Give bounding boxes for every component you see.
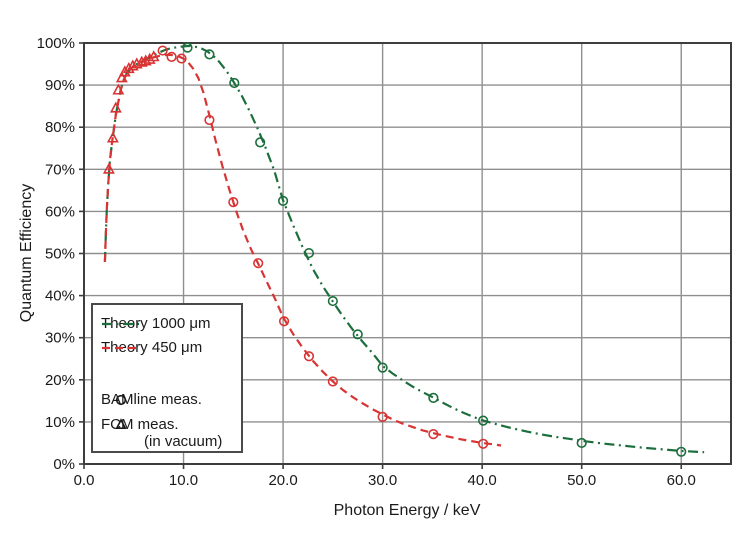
y-tick-label: 90% — [45, 77, 75, 94]
bamline-meas-1000-um-marker — [229, 77, 240, 89]
bamline-meas-1000-um-marker — [303, 247, 315, 259]
bamline-meas-450-um-marker — [478, 438, 489, 449]
x-tick-label: 20.0 — [268, 472, 297, 489]
fcm-meas-450-um-marker — [106, 131, 119, 143]
y-axis-title: Quantum Efficiency — [18, 183, 35, 323]
x-tick-label: 50.0 — [567, 472, 596, 489]
legend-circle-sample — [115, 394, 127, 406]
legend-line-sample — [102, 346, 139, 350]
bamline-meas-1000-um-marker — [327, 295, 338, 307]
x-tick-label: 0.0 — [74, 472, 95, 489]
bamline-meas-1000-um-marker — [277, 195, 289, 206]
x-tick-label: 10.0 — [169, 472, 198, 489]
bamline-meas-450-um-marker — [166, 51, 177, 62]
bamline-meas-450-um-marker — [157, 45, 168, 56]
legend-item-4: FCM meas. — [101, 415, 179, 435]
bamline-meas-450-um-marker — [428, 429, 439, 440]
bamline-meas-450-um-marker — [278, 316, 290, 327]
bamline-meas-450-um-marker — [176, 53, 187, 64]
series-theory-450-um-line — [103, 53, 502, 447]
y-tick-label: 50% — [45, 246, 75, 263]
fcm-meas-450-um-marker — [126, 59, 139, 71]
legend-triangle-sample — [115, 418, 127, 429]
bamline-meas-450-um-marker — [303, 351, 315, 362]
y-tick-label: 10% — [45, 414, 75, 431]
bamline-meas-1000-um-marker — [255, 137, 266, 148]
bamline-meas-1000-um-marker — [377, 362, 388, 373]
fcm-meas-450-um-marker — [135, 55, 148, 67]
bamline-meas-1000-um-marker — [478, 415, 489, 426]
bamline-meas-450-um-marker — [377, 411, 388, 422]
x-tick-label: 60.0 — [667, 472, 696, 489]
bamline-meas-1000-um-marker — [428, 392, 439, 404]
fcm-meas-450-um-marker — [112, 83, 125, 95]
legend-box: Theory 1000 μm Theory 450 μm BAMline meas.… — [91, 303, 243, 453]
bamline-meas-1000-um-marker — [576, 437, 587, 449]
fcm-meas-450-um-marker — [115, 71, 128, 83]
y-tick-label: 70% — [45, 161, 75, 178]
fcm-meas-450-um-marker — [147, 50, 160, 62]
y-tick-label: 80% — [45, 119, 75, 136]
x-axis-title: Photon Energy / keV — [333, 502, 481, 519]
legend-item-1: Theory 1000 μm — [101, 314, 211, 334]
fcm-meas-450-um-marker — [118, 65, 131, 77]
series-theory-1000-um-line — [103, 44, 705, 454]
legend-label: Theory 450 μm — [101, 339, 203, 356]
legend-label: BAMline meas. — [101, 391, 202, 408]
bamline-meas-1000-um-marker — [352, 329, 363, 340]
legend-item-2: Theory 450 μm — [101, 338, 202, 358]
legend-label: Theory 1000 μm — [101, 315, 211, 332]
bamline-meas-450-um-marker — [228, 197, 239, 208]
fcm-meas-450-um-marker — [102, 162, 115, 174]
legend-label-line2: (in vacuum) — [144, 433, 223, 450]
fcm-meas-450-um-marker — [139, 54, 152, 66]
bamline-meas-450-um-marker — [204, 114, 215, 126]
y-tick-label: 20% — [45, 372, 75, 389]
triangle-marker-icon — [115, 418, 127, 429]
y-tick-label: 30% — [45, 330, 75, 347]
bamline-meas-1000-um-marker — [204, 49, 215, 60]
bamline-meas-1000-um-marker — [676, 446, 687, 457]
x-tick-label: 30.0 — [368, 472, 397, 489]
y-tick-label: 100% — [37, 35, 75, 52]
legend-item-3: BAMline meas. — [101, 390, 202, 410]
y-tick-label: 40% — [45, 288, 75, 305]
x-tick-label: 40.0 — [468, 472, 497, 489]
y-tick-label: 0% — [53, 456, 75, 473]
bamline-meas-1000-um-marker — [182, 42, 193, 53]
bamline-meas-450-um-marker — [253, 258, 264, 269]
bamline-meas-450-um-marker — [327, 376, 338, 387]
circle-marker-icon — [115, 394, 127, 406]
y-tick-label: 60% — [45, 203, 75, 220]
fcm-meas-450-um-marker — [109, 101, 122, 113]
legend-line-sample — [102, 322, 139, 326]
fcm-meas-450-um-marker — [143, 52, 156, 64]
